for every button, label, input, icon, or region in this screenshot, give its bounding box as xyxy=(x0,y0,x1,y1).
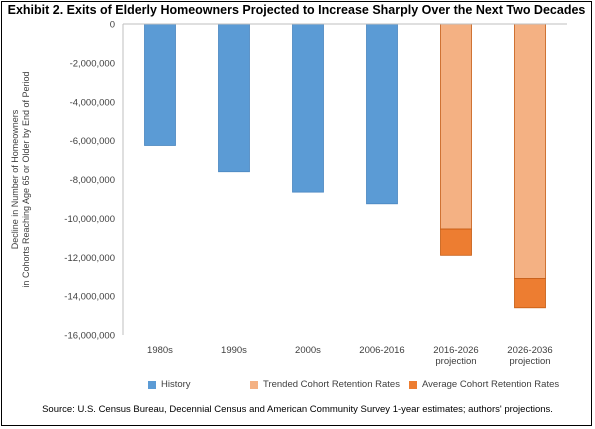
chart-legend: History Trended Cohort Retention Rates Ave… xyxy=(0,379,595,393)
x-tick-label: 2026-2036 xyxy=(507,345,552,356)
x-tick-label: projection xyxy=(509,356,550,367)
bar-3 xyxy=(440,228,472,256)
legend-label: Average Cohort Retention Rates xyxy=(422,379,560,390)
bar-1 xyxy=(366,23,398,205)
source-note: Source: U.S. Census Bureau, Decennial Ce… xyxy=(42,404,553,415)
y-tick-label: -16,000,000 xyxy=(64,331,115,342)
legend-label: Trended Cohort Retention Rates xyxy=(263,379,400,390)
x-tick-label: 1980s xyxy=(147,345,173,356)
x-tick-label: 2000s xyxy=(295,345,321,356)
bar-2 xyxy=(514,23,546,280)
bar-1 xyxy=(144,23,176,146)
bar-1 xyxy=(218,23,250,173)
legend-item: Average Cohort Retention Rates xyxy=(409,379,559,390)
y-tick-label: -4,000,000 xyxy=(70,97,115,108)
y-tick-label: 0 xyxy=(110,20,115,31)
bar-3 xyxy=(514,278,546,309)
y-tick-label: -14,000,000 xyxy=(64,292,115,303)
legend-item: History xyxy=(148,379,191,390)
legend-swatch xyxy=(409,380,417,389)
legend-swatch xyxy=(250,380,258,389)
legend-label: History xyxy=(161,379,191,390)
legend-item: Trended Cohort Retention Rates xyxy=(250,379,400,390)
y-tick-label: -12,000,000 xyxy=(64,253,115,264)
y-tick-label: -2,000,000 xyxy=(70,58,115,69)
y-axis-title: Decline in Number of Homeowners xyxy=(10,109,20,249)
x-tick-label: 1990s xyxy=(221,345,247,356)
y-tick-label: -6,000,000 xyxy=(70,136,115,147)
bar-1 xyxy=(292,23,324,193)
x-tick-label: projection xyxy=(435,356,476,367)
chart-title: Exhibit 2. Exits of Elderly Homeowners P… xyxy=(7,3,586,17)
bar-2 xyxy=(440,23,472,230)
legend-swatch xyxy=(148,380,156,389)
x-tick-label: 2016-2026 xyxy=(433,345,478,356)
y-tick-label: -8,000,000 xyxy=(70,175,115,186)
y-axis-title: in Cohorts Reaching Age 65 or Older by E… xyxy=(21,71,31,287)
y-tick-label: -10,000,000 xyxy=(64,214,115,225)
x-tick-label: 2006-2016 xyxy=(359,345,404,356)
